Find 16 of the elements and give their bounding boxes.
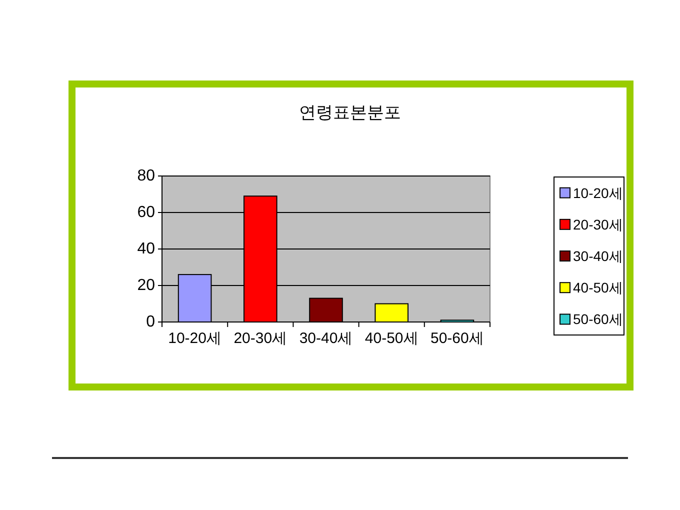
x-tick-label: 20-30세 — [234, 330, 288, 347]
chart-title: 연령표본분포 — [299, 103, 401, 122]
y-tick-label: 40 — [137, 240, 156, 258]
x-tick-label: 30-40세 — [299, 330, 353, 347]
legend-label: 30-40세 — [573, 248, 623, 264]
y-tick-label: 80 — [137, 168, 156, 184]
y-tick-label: 60 — [137, 204, 156, 221]
y-tick-label: 20 — [137, 277, 156, 294]
legend-label: 50-60세 — [573, 311, 623, 328]
legend-label: 40-50세 — [573, 280, 623, 296]
x-tick-label: 50-60세 — [430, 330, 484, 347]
legend-label: 10-20세 — [573, 184, 623, 201]
legend-label: 20-30세 — [573, 216, 623, 232]
y-tick-label: 0 — [146, 314, 156, 330]
x-tick-label: 40-50세 — [364, 330, 418, 347]
x-tick-label: 10-20세 — [168, 330, 222, 347]
